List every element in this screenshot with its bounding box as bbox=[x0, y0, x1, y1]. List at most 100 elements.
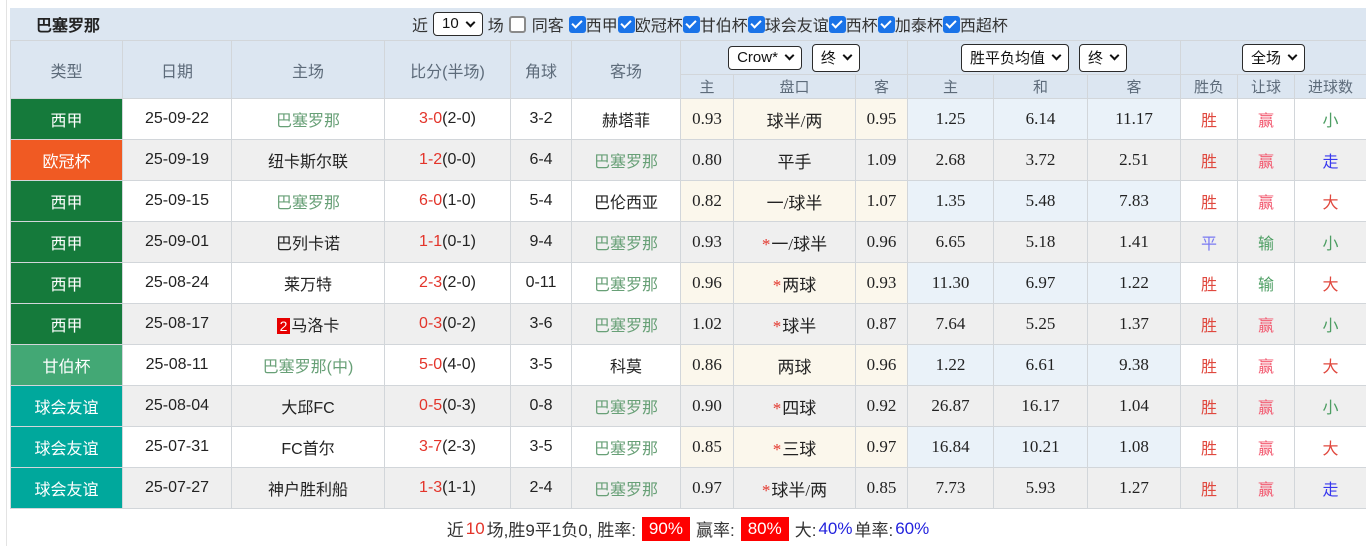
league-checkbox[interactable] bbox=[617, 15, 635, 33]
star-marker: * bbox=[772, 439, 782, 459]
fulltime-score: 5-0 bbox=[419, 356, 443, 373]
odds-home-cell: 0.82 bbox=[680, 180, 734, 222]
away-team-cell: 巴塞罗那 bbox=[571, 426, 681, 468]
avg-away-cell: 1.04 bbox=[1087, 385, 1182, 427]
home-team-name: 大邱FC bbox=[281, 400, 335, 417]
result-goals-cell: 走 bbox=[1294, 139, 1366, 181]
avg-away-cell: 1.22 bbox=[1087, 262, 1182, 304]
handicap-line: 两球 bbox=[777, 357, 812, 377]
league-checkbox[interactable] bbox=[747, 15, 765, 33]
score-cell: 6-0(1-0) bbox=[384, 180, 511, 222]
result-goals-cell: 小 bbox=[1294, 303, 1366, 345]
chevron-down-icon bbox=[1287, 50, 1298, 61]
league-type-cell: 西甲 bbox=[10, 98, 123, 140]
league-checkbox-label: 西甲 bbox=[585, 18, 618, 35]
result-outcome-cell: 胜 bbox=[1180, 385, 1239, 427]
corners-cell: 5-4 bbox=[510, 180, 572, 222]
recent-count-select[interactable]: 10 bbox=[433, 12, 483, 36]
odds-line-cell: *两球 bbox=[733, 262, 856, 304]
fulltime-score: 3-7 bbox=[419, 438, 443, 455]
handicap-line: 两球 bbox=[782, 275, 817, 295]
odds-home-cell: 0.93 bbox=[680, 221, 734, 263]
odds-line-cell: *一/球半 bbox=[733, 221, 856, 263]
away-team-cell: 巴塞罗那 bbox=[571, 303, 681, 345]
fulltime-score: 3-0 bbox=[419, 110, 443, 127]
summary-segment: 90% bbox=[641, 516, 690, 541]
table-row: 西甲 25-09-01 巴列卡诺 1-1(0-1) 9-4 巴塞罗那 0.93 … bbox=[10, 221, 1366, 263]
summary-segment: 场,胜9平1负0, 胜率: bbox=[486, 521, 636, 540]
handicap-line: 球半/两 bbox=[766, 111, 823, 131]
home-team-cell: 大邱FC bbox=[231, 385, 385, 427]
avg-away-cell: 7.83 bbox=[1087, 180, 1182, 222]
avg-away-cell: 1.37 bbox=[1087, 303, 1182, 345]
home-team-cell: 莱万特 bbox=[231, 262, 385, 304]
away-team-name: 巴塞罗那 bbox=[593, 277, 658, 294]
avg-draw-cell: 16.17 bbox=[993, 385, 1089, 427]
col-header-away: 客场 bbox=[571, 40, 681, 99]
odds-home-cell: 0.96 bbox=[680, 262, 734, 304]
league-checkbox[interactable] bbox=[682, 15, 700, 33]
summary-segment: 80% bbox=[740, 516, 789, 541]
league-checkbox[interactable] bbox=[568, 15, 586, 33]
scope-select[interactable]: 全场 bbox=[1242, 43, 1306, 72]
away-team-name: 赫塔菲 bbox=[601, 113, 650, 130]
avg-time-select[interactable]: 终 bbox=[1079, 43, 1128, 72]
home-team-cell: 神户胜利船 bbox=[231, 467, 385, 509]
result-group-header: 全场 bbox=[1180, 40, 1366, 75]
chevron-down-icon bbox=[784, 50, 795, 61]
handicap-line: 球半 bbox=[782, 316, 817, 336]
away-team-cell: 科莫 bbox=[571, 344, 681, 386]
odds-line-cell: *四球 bbox=[733, 385, 856, 427]
result-outcome-cell: 胜 bbox=[1180, 139, 1239, 181]
away-team-name: 巴塞罗那 bbox=[593, 400, 658, 417]
handicap-line: 平手 bbox=[777, 152, 812, 172]
col-header-avg-away: 客 bbox=[1087, 74, 1182, 99]
league-checkbox[interactable] bbox=[877, 15, 895, 33]
odds-line-cell: *球半/两 bbox=[733, 467, 856, 509]
result-handicap-cell: 赢 bbox=[1237, 344, 1296, 386]
score-cell: 0-5(0-3) bbox=[384, 385, 511, 427]
handicap-line: 一/球半 bbox=[766, 193, 823, 213]
home-team-name: 巴塞罗那 bbox=[275, 113, 340, 130]
home-team-cell: 巴塞罗那(中) bbox=[231, 344, 385, 386]
odds-line-cell: *球半 bbox=[733, 303, 856, 345]
odds-provider-select[interactable]: Crow* bbox=[728, 45, 802, 70]
table-row: 西甲 25-09-15 巴塞罗那 6-0(1-0) 5-4 巴伦西亚 0.82 … bbox=[10, 180, 1366, 222]
match-date-cell: 25-08-04 bbox=[122, 385, 232, 427]
odds-away-cell: 0.85 bbox=[854, 467, 909, 509]
halftime-score: (1-0) bbox=[442, 192, 476, 209]
left-divider bbox=[6, 0, 7, 546]
halftime-score: (1-1) bbox=[442, 479, 476, 496]
home-team-name: 巴列卡诺 bbox=[275, 236, 340, 253]
avg-provider-select[interactable]: 胜平负均值 bbox=[961, 43, 1070, 72]
halftime-score: (2-3) bbox=[442, 438, 476, 455]
match-date-cell: 25-07-31 bbox=[122, 426, 232, 468]
odds-time-select[interactable]: 终 bbox=[811, 43, 860, 72]
same-venue-checkbox[interactable] bbox=[508, 15, 526, 33]
table-row: 甘伯杯 25-08-11 巴塞罗那(中) 5-0(4-0) 3-5 科莫 0.8… bbox=[10, 344, 1366, 386]
match-date-cell: 25-09-19 bbox=[122, 139, 232, 181]
league-type-cell: 西甲 bbox=[10, 303, 123, 345]
odds-home-cell: 1.02 bbox=[680, 303, 734, 345]
odds-line-cell: 一/球半 bbox=[733, 180, 856, 222]
avg-home-cell: 7.64 bbox=[907, 303, 995, 345]
score-cell: 0-3(0-2) bbox=[384, 303, 511, 345]
match-date-cell: 25-09-22 bbox=[122, 98, 232, 140]
avg-home-cell: 1.25 bbox=[907, 98, 995, 140]
league-type-cell: 欧冠杯 bbox=[10, 139, 123, 181]
result-handicap-cell: 赢 bbox=[1237, 467, 1296, 509]
league-checkbox-label: 球会友谊 bbox=[764, 18, 829, 35]
league-checkbox[interactable] bbox=[942, 15, 960, 33]
league-checkbox[interactable] bbox=[828, 15, 846, 33]
home-team-cell: 巴塞罗那 bbox=[231, 180, 385, 222]
result-handicap-cell: 赢 bbox=[1237, 426, 1296, 468]
result-handicap-cell: 赢 bbox=[1237, 385, 1296, 427]
chevron-down-icon bbox=[1109, 50, 1120, 61]
avg-away-cell: 1.08 bbox=[1087, 426, 1182, 468]
score-cell: 3-7(2-3) bbox=[384, 426, 511, 468]
avg-away-cell: 11.17 bbox=[1087, 98, 1182, 140]
corners-cell: 0-8 bbox=[510, 385, 572, 427]
halftime-score: (0-2) bbox=[442, 315, 476, 332]
league-type-cell: 西甲 bbox=[10, 262, 123, 304]
handicap-line: 四球 bbox=[782, 398, 817, 418]
